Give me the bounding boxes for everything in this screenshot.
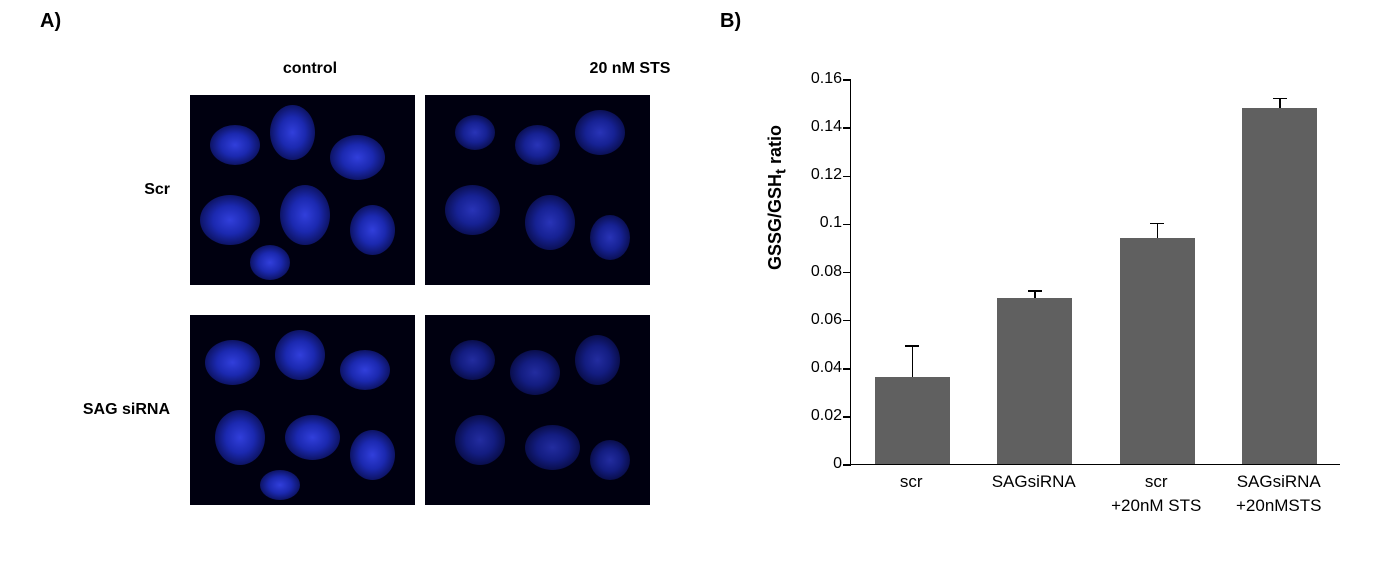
micrograph-sag-control [190,315,415,505]
xtick-label: SAGsiRNA [974,470,1094,494]
col-header-sts: 20 nM STS [530,60,730,78]
error-bar [1157,223,1159,237]
col-header-control: control [210,60,410,78]
ytick-label: 0.02 [802,407,842,425]
xtick-label: scr+20nM STS [1096,470,1216,518]
panel-a: A) control 20 nM STS Scr SAG siRNA [40,10,680,540]
ytick-label: 0.06 [802,311,842,329]
panel-a-row-scr: Scr [40,95,660,285]
error-bar [1279,98,1281,108]
ytick [843,127,851,129]
ytick-label: 0 [802,455,842,473]
ytick [843,416,851,418]
panel-a-row-sag: SAG siRNA [40,315,660,505]
panel-b-label: B) [720,10,741,33]
bar-chart [850,80,1340,465]
error-bar [912,346,914,377]
micrograph-scr-control [190,95,415,285]
ytick-label: 0.12 [802,166,842,184]
bar [997,298,1072,464]
panel-a-label: A) [40,10,61,33]
error-bar-cap [1273,98,1287,100]
bar [1120,238,1195,464]
xtick-label: SAGsiRNA+20nMSTS [1219,470,1339,518]
row-label-scr: Scr [40,181,190,199]
error-bar-cap [1028,290,1042,292]
row-label-sag: SAG siRNA [40,401,190,419]
bar [875,377,950,464]
ytick [843,272,851,274]
ytick [843,320,851,322]
ytick [843,464,851,466]
ytick-label: 0.14 [802,118,842,136]
micrograph-scr-sts [425,95,650,285]
ytick-label: 0.08 [802,263,842,281]
xtick-label: scr [851,470,971,494]
micrograph-sag-sts [425,315,650,505]
error-bar-cap [1150,223,1164,225]
ytick [843,176,851,178]
ytick [843,224,851,226]
error-bar [1034,291,1036,298]
chart-ylabel: GSSG/GSHt ratio [765,125,790,270]
error-bar-cap [905,345,919,347]
ytick [843,368,851,370]
ytick-label: 0.04 [802,359,842,377]
ytick-label: 0.1 [802,214,842,232]
ytick-label: 0.16 [802,70,842,88]
bar [1242,108,1317,464]
panel-a-col-headers: control 20 nM STS [210,60,730,78]
panel-b: B) GSSG/GSHt ratio 0 0.02 0.04 0.06 0.08 0.1 0… [720,10,1360,570]
ytick [843,79,851,81]
